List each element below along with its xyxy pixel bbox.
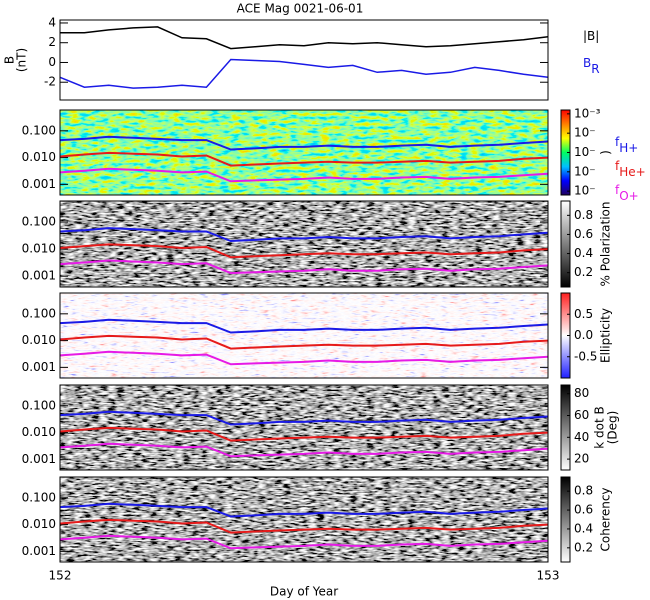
y-tick-label: 0.100 (22, 123, 56, 137)
plot-frame (59, 292, 549, 379)
colorbar-label: (Deg) (606, 411, 620, 445)
colorbar-label: ) (599, 150, 613, 155)
series-line (60, 518, 548, 534)
y-tick-label: 0.100 (22, 398, 56, 412)
colorbar-tick-label: 20 (574, 452, 589, 466)
y-tick-label: 0.010 (22, 333, 56, 347)
series-line (60, 167, 548, 183)
spectrogram (60, 293, 548, 378)
legend-sub: H+ (619, 141, 638, 155)
colorbar-tick-label: 10⁻ (574, 145, 596, 159)
plot-frame (59, 19, 549, 101)
y-tick-label: 0.100 (22, 306, 56, 320)
series-line (60, 259, 548, 275)
colorbar-label: % Polarization (599, 202, 613, 287)
legend-name: f (615, 135, 620, 149)
legend-entry: |B| (583, 29, 599, 43)
series-line (60, 442, 548, 458)
spectrogram (60, 385, 548, 470)
series-line (60, 502, 548, 518)
y-tick-label: 0.001 (22, 269, 56, 283)
y-tick-label: 0.001 (22, 360, 56, 374)
colorbar-tick-label: 0.5 (574, 307, 593, 321)
series-line (60, 534, 548, 550)
colorbar-tick-label: 0.6 (574, 503, 593, 517)
legend-entry: fH+ (615, 135, 638, 155)
colorbar-tick-label: 0.8 (574, 208, 593, 222)
series-line (60, 243, 548, 259)
y-tick-label: 0.010 (22, 517, 56, 531)
legend-entry: fHe+ (615, 159, 646, 179)
plot-frame (59, 200, 549, 288)
spectrogram (60, 110, 548, 195)
legend-entry: BR (583, 56, 600, 76)
series-line (60, 151, 548, 167)
plot-frame (59, 109, 549, 196)
series-line (60, 227, 548, 243)
y-tick-label: 0.010 (22, 150, 56, 164)
y-tick-label: -2 (44, 75, 56, 89)
series-line (60, 135, 548, 151)
legend-sub: O+ (619, 189, 639, 203)
y-tick-label: 2 (48, 35, 56, 49)
colorbar (560, 384, 571, 471)
y-tick-label: 4 (48, 15, 56, 29)
y-tick-label: 0.010 (22, 425, 56, 439)
legend-name: B (583, 56, 591, 70)
colorbar-tick-label: 0.0 (574, 328, 593, 342)
series-line (60, 26, 548, 50)
series-line (60, 410, 548, 426)
colorbar (560, 476, 571, 563)
colorbar-label: Ellipticity (599, 308, 613, 363)
plot-frame (59, 384, 549, 471)
spectrogram (60, 477, 548, 562)
x-axis-label: Day of Year (270, 585, 338, 599)
y-tick-label: 0.010 (22, 242, 56, 256)
colorbar-label: Coherency (599, 487, 613, 551)
series-line (60, 426, 548, 442)
legend-sub: R (591, 62, 599, 76)
colorbar-tick-label: 40 (574, 430, 589, 444)
legend-name: f (615, 183, 620, 197)
colorbar-tick-label: 0.6 (574, 227, 593, 241)
series-line (60, 58, 548, 89)
legend-entry: fO+ (615, 183, 639, 203)
y-tick-label: 0.001 (22, 177, 56, 191)
y-tick-label: 0.100 (22, 215, 56, 229)
colorbar-tick-label: 10⁻ (574, 164, 596, 178)
x-tick-label: 153 (537, 569, 560, 583)
colorbar (560, 200, 571, 288)
colorbar-label: k dot B (593, 406, 607, 448)
legend-sub: He+ (619, 165, 645, 179)
y-tick-label: 0 (48, 55, 56, 69)
colorbar-tick-label: 60 (574, 408, 589, 422)
y-axis-label: B (3, 56, 17, 64)
colorbar-tick-label: 10⁻³ (574, 106, 601, 120)
legend-name: f (615, 159, 620, 173)
colorbar-tick-label: 10⁻ (574, 126, 596, 140)
series-line (60, 318, 548, 334)
colorbar-tick-label: 0.2 (574, 265, 593, 279)
colorbar-tick-label: 0.2 (574, 540, 593, 554)
colorbar-tick-label: 0.8 (574, 484, 593, 498)
chart-title: ACE Mag 0021-06-01 (237, 2, 364, 16)
series-line (60, 334, 548, 350)
y-tick-label: 0.001 (22, 544, 56, 558)
plot-frame (59, 476, 549, 563)
spectrogram (60, 201, 548, 287)
y-tick-label: 0.100 (22, 490, 56, 504)
colorbar-tick-label: 0.4 (574, 246, 593, 260)
colorbar-tick-label: -0.5 (574, 349, 597, 363)
y-tick-label: 0.001 (22, 452, 56, 466)
colorbar-tick-label: 80 (574, 386, 589, 400)
y-axis-label: (nT) (15, 48, 29, 72)
colorbar-tick-label: 0.4 (574, 521, 593, 535)
x-tick-label: 152 (49, 569, 72, 583)
series-line (60, 350, 548, 366)
colorbar-tick-label: 10⁻ (574, 184, 596, 198)
legend-name: |B| (583, 29, 599, 43)
